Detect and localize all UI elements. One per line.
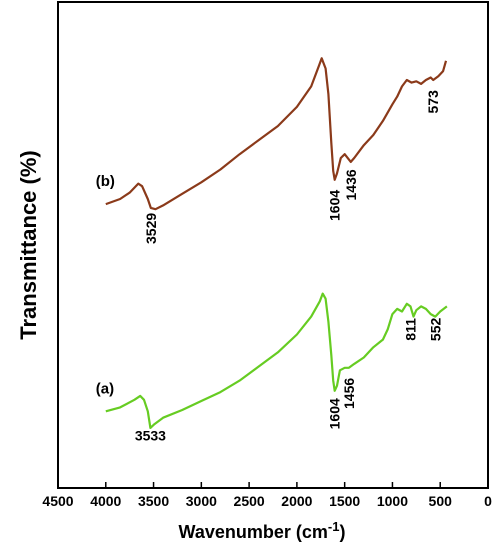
x-axis-title: Wavenumber (cm-1) — [179, 519, 346, 542]
x-tick-label: 3500 — [138, 493, 169, 509]
peak-label: 3529 — [143, 213, 159, 244]
x-tick-label: 500 — [429, 493, 453, 509]
plot-frame — [57, 1, 489, 489]
peak-label: 811 — [403, 318, 419, 341]
x-tick-label: 1500 — [329, 493, 360, 509]
series-line-a — [105, 292, 448, 429]
peak-label: 3533 — [135, 428, 166, 444]
y-axis-title: Transmittance (%) — [16, 150, 41, 340]
x-axis-title-close: ) — [339, 522, 345, 542]
peak-label: 1436 — [343, 169, 359, 200]
series-layer: (a) (b) — [96, 57, 448, 429]
series-tag-b: (b) — [96, 173, 115, 190]
peak-label: 1456 — [341, 378, 357, 409]
x-axis-ticks: 4500 4000 3500 3000 2500 2000 1500 1000 500 0 — [42, 482, 492, 509]
x-tick-label: 4500 — [42, 493, 73, 509]
x-axis-title-superscript: -1 — [328, 519, 340, 534]
x-tick-label: 2500 — [234, 493, 265, 509]
plot-area-border — [57, 1, 489, 489]
x-tick-label: 1000 — [377, 493, 408, 509]
peak-label: 552 — [427, 318, 443, 342]
x-tick-label: 3000 — [186, 493, 217, 509]
peak-label: 1604 — [327, 398, 343, 429]
x-tick-label: 2000 — [281, 493, 312, 509]
x-tick-label: 4000 — [90, 493, 121, 509]
series-tag-a: (a) — [96, 380, 114, 397]
x-axis-title-main: Wavenumber (cm — [179, 522, 328, 542]
peak-label: 1604 — [327, 190, 343, 221]
peak-label: 573 — [425, 90, 441, 114]
series-line-b — [105, 57, 448, 211]
x-tick-label: 0 — [484, 493, 492, 509]
